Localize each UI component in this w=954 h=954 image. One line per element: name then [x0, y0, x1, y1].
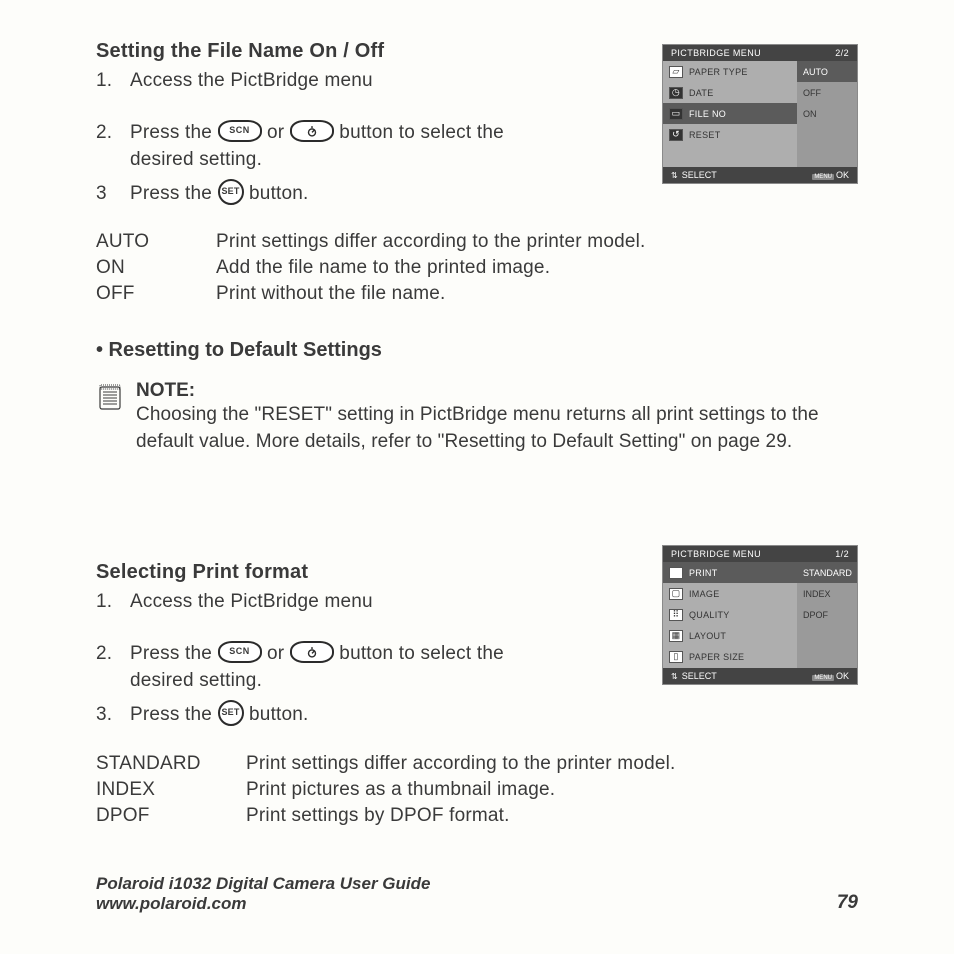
footer-line2: www.polaroid.com: [96, 894, 430, 914]
ok-icon: MENU: [812, 174, 834, 180]
lcd-menu-1: PICTBRIDGE MENU 2/2 ▱PAPER TYPE ◷DATE ▭F…: [662, 44, 858, 184]
updown-icon: ⇅: [671, 672, 678, 681]
print-icon: ▯: [669, 567, 683, 579]
paper-icon: ▱: [669, 66, 683, 78]
step-num: 2.: [96, 119, 116, 174]
scn-button-icon: SCN: [218, 120, 262, 142]
note-icon: [96, 384, 124, 417]
file-icon: ▭: [669, 108, 683, 120]
image-icon: ▢: [669, 588, 683, 600]
step-text: Press the SCN or button to select the de…: [130, 119, 570, 174]
step-text: Press the SET button.: [130, 180, 309, 208]
set-button-icon: SET: [218, 179, 244, 205]
step-num: 3: [96, 180, 116, 208]
quality-icon: ⠿: [669, 609, 683, 621]
note-label: NOTE:: [136, 380, 195, 401]
reset-icon: ↺: [669, 129, 683, 141]
step-num: 1.: [96, 588, 116, 616]
step-text: Press the SET button.: [130, 701, 309, 729]
lcd-right: AUTO OFF ON: [797, 61, 857, 167]
scn-button-icon: SCN: [218, 641, 262, 663]
note-text: Choosing the "RESET" setting in PictBrid…: [136, 402, 858, 455]
step-num: 2.: [96, 640, 116, 695]
note-block: NOTE: Choosing the "RESET" setting in Pi…: [96, 380, 858, 455]
lcd-right: STANDARD INDEX DPOF: [797, 562, 857, 668]
date-icon: ◷: [669, 87, 683, 99]
lcd-menu-2: PICTBRIDGE MENU 1/2 ▯PRINT ▢IMAGE ⠿QUALI…: [662, 545, 858, 685]
timer-button-icon: [290, 120, 334, 142]
set-button-icon: SET: [218, 700, 244, 726]
step-num: 1.: [96, 67, 116, 95]
step-num: 3.: [96, 701, 116, 729]
section2-defs: STANDARDPrint settings differ according …: [96, 753, 858, 827]
lcd-title: PICTBRIDGE MENU: [671, 549, 761, 559]
page-number: 79: [837, 892, 858, 914]
lcd-title: PICTBRIDGE MENU: [671, 48, 761, 58]
lcd-page: 2/2: [835, 48, 849, 58]
size-icon: ▯: [669, 651, 683, 663]
lcd-left: ▱PAPER TYPE ◷DATE ▭FILE NO ↺RESET: [663, 61, 797, 167]
section1-defs: AUTOPrint settings differ according to t…: [96, 231, 858, 305]
footer-line1: Polaroid i1032 Digital Camera User Guide: [96, 874, 430, 894]
page-footer: Polaroid i1032 Digital Camera User Guide…: [96, 874, 858, 914]
lcd-left: ▯PRINT ▢IMAGE ⠿QUALITY ▦LAYOUT ▯PAPER SI…: [663, 562, 797, 668]
timer-button-icon: [290, 641, 334, 663]
ok-icon: MENU: [812, 675, 834, 681]
resetting-heading: • Resetting to Default Settings: [96, 339, 858, 362]
layout-icon: ▦: [669, 630, 683, 642]
step-text: Access the PictBridge menu: [130, 67, 373, 95]
step-text: Press the SCN or button to select the de…: [130, 640, 570, 695]
step-text: Access the PictBridge menu: [130, 588, 373, 616]
lcd-page: 1/2: [835, 549, 849, 559]
updown-icon: ⇅: [671, 171, 678, 180]
